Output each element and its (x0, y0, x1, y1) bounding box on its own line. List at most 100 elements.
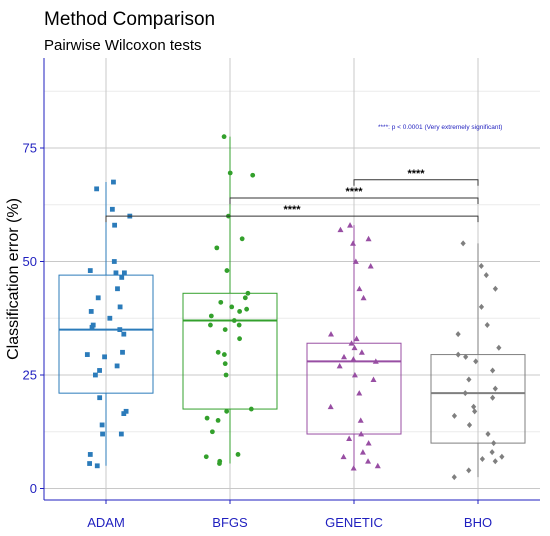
data-point (358, 431, 365, 437)
significance-brackets: **** **** **** (105, 168, 479, 223)
bracket-label: **** (407, 168, 425, 180)
bracket-genetic-bho: **** (353, 168, 479, 186)
data-point (350, 356, 357, 362)
data-point (492, 285, 498, 292)
bracket-line (229, 197, 479, 204)
data-point (224, 408, 230, 414)
data-point (365, 440, 372, 446)
data-point (360, 294, 367, 301)
data-point (111, 259, 117, 264)
data-point (250, 172, 256, 178)
y-axis-ticks: 0 25 50 75 (23, 141, 44, 496)
data-point (356, 285, 363, 292)
data-point (224, 268, 230, 273)
data-point (451, 474, 457, 481)
chart-title: Method Comparison (44, 9, 215, 30)
data-point (372, 358, 379, 364)
data-point (222, 327, 228, 332)
data-point (351, 372, 358, 378)
data-point (479, 455, 485, 462)
data-point (499, 453, 505, 460)
data-point (346, 435, 353, 441)
data-point (357, 417, 364, 423)
data-point (336, 362, 343, 369)
data-point (473, 358, 479, 365)
x-tick-label: BHO (464, 515, 492, 530)
data-point (237, 336, 242, 342)
data-point (107, 315, 113, 321)
data-point (112, 222, 118, 228)
data-point (209, 429, 215, 435)
x-tick-label: BFGS (212, 515, 248, 530)
data-point (365, 458, 372, 464)
data-point (451, 412, 458, 419)
data-point (114, 363, 120, 369)
boxplot-bho (430, 243, 526, 478)
data-point (327, 331, 334, 337)
y-tick-label: 0 (30, 481, 37, 496)
data-point (229, 304, 235, 310)
significance-legend-note: ****: p < 0.0001 (Very extremely signifi… (378, 124, 502, 131)
data-point (478, 303, 485, 310)
data-point (348, 340, 355, 346)
data-point (215, 418, 221, 423)
data-point (485, 431, 491, 438)
data-point (365, 235, 372, 242)
data-point (87, 268, 93, 273)
data-point (327, 403, 334, 410)
data-point (119, 274, 125, 280)
data-point (352, 258, 359, 264)
bracket-line (353, 179, 479, 186)
data-point (93, 372, 98, 378)
bracket-adam-bho: **** (105, 204, 479, 223)
data-point (236, 322, 242, 328)
data-point (358, 349, 365, 355)
data-point (221, 134, 227, 140)
x-axis-ticks: ADAM BFGS GENETIC BHO (87, 500, 492, 530)
data-point (484, 322, 490, 329)
points-bfgs (203, 134, 256, 466)
data-point (353, 335, 360, 342)
data-point (111, 179, 116, 185)
data-point (87, 461, 92, 466)
data-point (462, 390, 468, 397)
data-point (492, 385, 498, 392)
data-point (223, 372, 229, 378)
data-point (341, 353, 348, 360)
data-point (337, 226, 344, 233)
data-point (208, 313, 214, 319)
data-point (115, 286, 120, 292)
data-point (239, 236, 245, 242)
data-point (235, 452, 241, 457)
data-point (367, 263, 374, 269)
data-point (215, 349, 221, 355)
data-point (97, 395, 103, 401)
box-iqr (182, 292, 278, 410)
data-point (489, 449, 495, 456)
data-point (483, 272, 489, 279)
box-iqr (306, 342, 402, 435)
chart-subtitle: Pairwise Wilcoxon tests (44, 37, 202, 54)
data-point (208, 322, 213, 328)
data-point (491, 440, 497, 447)
data-point (472, 408, 478, 415)
points-bho (451, 240, 505, 481)
x-tick-label: GENETIC (325, 515, 383, 530)
data-point (109, 206, 115, 212)
data-point (350, 465, 357, 471)
y-tick-label: 50 (23, 254, 37, 269)
data-point (87, 452, 93, 457)
data-point (121, 331, 127, 337)
data-point (460, 240, 466, 247)
y-tick-label: 25 (23, 368, 37, 383)
data-point (97, 368, 102, 373)
data-points (84, 134, 505, 481)
data-point (222, 361, 228, 367)
data-point (463, 353, 469, 360)
data-point (455, 351, 461, 358)
data-point (490, 394, 496, 401)
data-point (351, 344, 358, 351)
bracket-bfgs-bho: **** (229, 186, 479, 204)
data-point (117, 327, 123, 332)
